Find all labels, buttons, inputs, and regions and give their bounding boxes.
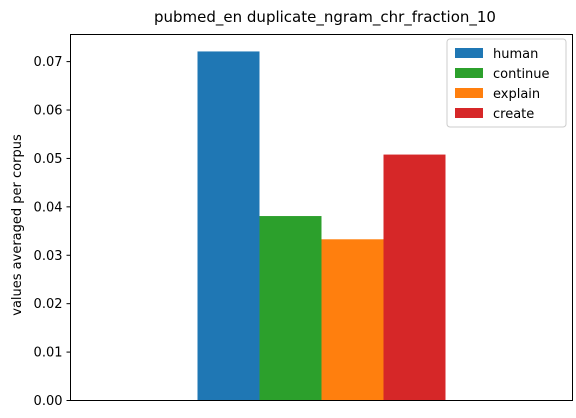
y-tick-label: 0.07: [34, 55, 63, 70]
bar-human: [197, 51, 260, 401]
legend-label-create: create: [493, 107, 534, 122]
bar-explain: [321, 239, 384, 401]
legend-swatch-continue: [455, 68, 483, 78]
bars-layer: [197, 51, 446, 401]
y-tick-label: 0.04: [34, 200, 63, 215]
legend-label-human: human: [493, 47, 538, 62]
legend-swatch-create: [455, 108, 483, 118]
legend-label-continue: continue: [493, 67, 550, 82]
legend: human continue explain create: [446, 38, 567, 128]
plot-frame: [70, 34, 573, 401]
y-tick-label: 0.01: [34, 346, 63, 361]
legend-box: [446, 38, 567, 128]
y-tick-label: 0.05: [34, 152, 63, 167]
y-tick-label: 0.03: [34, 249, 63, 264]
bar-create: [383, 154, 446, 401]
y-tick-label: 0.00: [34, 394, 63, 409]
chart-title: pubmed_en duplicate_ngram_chr_fraction_1…: [154, 8, 496, 27]
y-tick-label: 0.06: [34, 104, 63, 119]
legend-swatch-human: [455, 48, 483, 58]
legend-label-explain: explain: [493, 87, 540, 102]
y-tick-label: 0.02: [34, 297, 63, 312]
bar-continue: [259, 216, 322, 401]
y-axis-title: values averaged per corpus: [10, 134, 25, 316]
legend-swatch-explain: [455, 88, 483, 98]
y-axis: 0.00 0.01 0.02 0.03 0.04 0.05 0.06 0.07: [34, 55, 71, 409]
